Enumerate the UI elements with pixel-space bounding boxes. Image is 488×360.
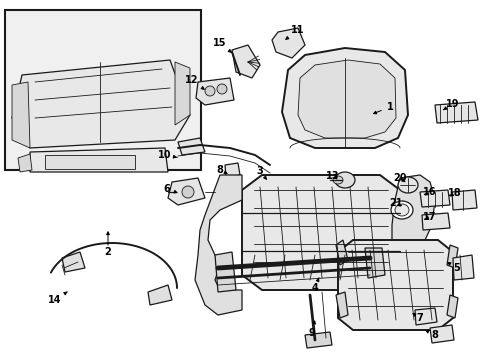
Polygon shape (168, 178, 204, 205)
Text: 20: 20 (392, 173, 406, 183)
Polygon shape (12, 82, 30, 148)
Polygon shape (18, 154, 32, 172)
Ellipse shape (394, 204, 408, 216)
Polygon shape (387, 175, 434, 310)
Polygon shape (335, 240, 347, 265)
Text: 8: 8 (425, 330, 438, 340)
Polygon shape (282, 48, 407, 148)
Polygon shape (30, 148, 168, 172)
Polygon shape (196, 78, 234, 105)
Polygon shape (446, 295, 457, 318)
Text: 21: 21 (388, 198, 402, 208)
Text: 16: 16 (423, 187, 436, 197)
Bar (45, 155, 135, 169)
Polygon shape (12, 60, 190, 148)
Polygon shape (175, 62, 190, 125)
Text: 9: 9 (308, 321, 315, 338)
Text: 18: 18 (447, 188, 461, 198)
Text: 10: 10 (158, 150, 177, 160)
Text: 12: 12 (185, 75, 204, 89)
Ellipse shape (397, 177, 417, 193)
Ellipse shape (182, 186, 194, 198)
Text: 1: 1 (373, 102, 392, 114)
Text: 19: 19 (443, 99, 459, 110)
Polygon shape (434, 102, 477, 123)
Ellipse shape (334, 172, 354, 188)
Polygon shape (231, 45, 260, 78)
Polygon shape (364, 248, 384, 278)
Polygon shape (421, 213, 449, 230)
Polygon shape (271, 28, 305, 58)
Polygon shape (419, 190, 449, 207)
Text: 8: 8 (216, 165, 226, 175)
Polygon shape (451, 190, 476, 210)
Polygon shape (224, 163, 240, 177)
Text: 2: 2 (104, 247, 111, 257)
Text: 4: 4 (311, 278, 318, 293)
Ellipse shape (217, 84, 226, 94)
Polygon shape (429, 325, 453, 343)
Polygon shape (195, 175, 242, 315)
Polygon shape (335, 292, 347, 318)
Text: 17: 17 (423, 212, 436, 222)
Polygon shape (297, 60, 395, 138)
Polygon shape (452, 255, 473, 280)
Polygon shape (446, 245, 457, 268)
Polygon shape (148, 285, 172, 305)
Polygon shape (305, 332, 331, 348)
Text: 7: 7 (412, 313, 423, 323)
Text: 15: 15 (213, 38, 231, 53)
Ellipse shape (204, 86, 215, 96)
Text: 3: 3 (256, 166, 266, 179)
Ellipse shape (390, 201, 412, 219)
Polygon shape (337, 240, 452, 330)
Polygon shape (62, 252, 85, 272)
Text: 6: 6 (163, 184, 177, 194)
Text: 11: 11 (285, 25, 304, 39)
Ellipse shape (332, 176, 342, 184)
Text: 13: 13 (325, 171, 339, 181)
Text: 5: 5 (447, 262, 459, 273)
Polygon shape (242, 175, 399, 290)
Bar (5, 10, 201, 170)
Text: 14: 14 (48, 292, 67, 305)
Polygon shape (414, 308, 436, 325)
Polygon shape (215, 252, 236, 292)
Polygon shape (178, 138, 204, 155)
